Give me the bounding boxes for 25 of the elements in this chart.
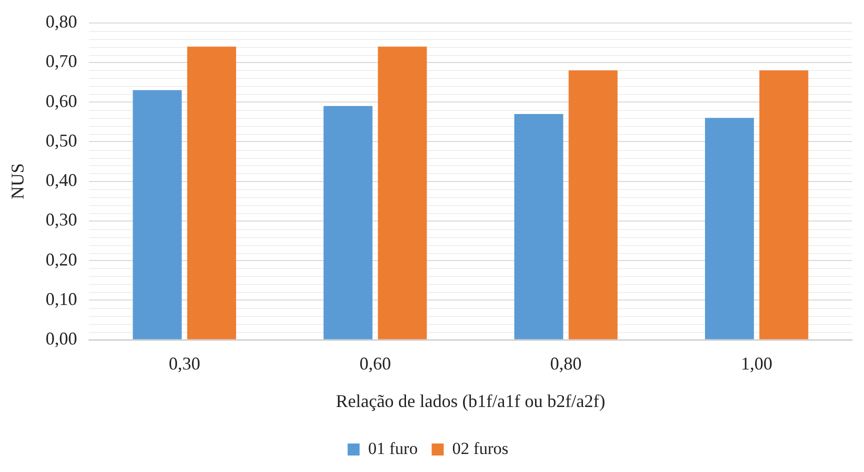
bar bbox=[568, 70, 618, 340]
y-tick-label: 0,50 bbox=[46, 130, 78, 150]
bar bbox=[514, 114, 564, 340]
y-tick-label: 0,80 bbox=[46, 12, 78, 32]
bar bbox=[324, 106, 372, 340]
bar bbox=[187, 46, 236, 340]
y-tick-label: 0,60 bbox=[46, 90, 78, 111]
y-tick-label: 0,40 bbox=[46, 170, 78, 190]
legend-label: 02 furos bbox=[452, 438, 508, 458]
legend-label: 01 furo bbox=[368, 438, 418, 458]
bar bbox=[132, 90, 182, 340]
y-axis-title: NUS bbox=[8, 163, 28, 200]
y-tick-label: 0,20 bbox=[46, 249, 78, 270]
y-tick-label: 0,00 bbox=[46, 328, 78, 349]
x-tick-label: 0,60 bbox=[359, 353, 391, 374]
bar bbox=[759, 70, 808, 340]
x-tick-label: 0,80 bbox=[550, 353, 582, 374]
y-tick-label: 0,70 bbox=[46, 51, 78, 72]
bar bbox=[378, 46, 427, 340]
y-tick-label: 0,10 bbox=[46, 288, 78, 309]
x-axis-title: Relação de lados (b1f/a1f ou b2f/a2f) bbox=[336, 390, 606, 411]
y-tick-label: 0,30 bbox=[46, 210, 78, 230]
x-tick-label: 1,00 bbox=[740, 353, 772, 374]
x-tick-label: 0,30 bbox=[168, 353, 200, 374]
bar bbox=[705, 118, 754, 340]
